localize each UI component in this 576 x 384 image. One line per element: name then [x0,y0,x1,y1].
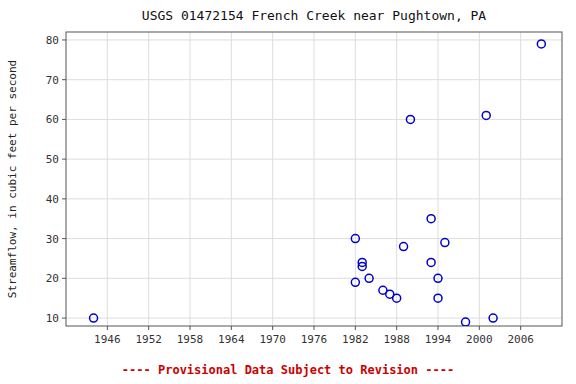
tick-label-x: 1952 [135,333,162,346]
point [427,258,435,266]
tick-label-x: 1946 [94,333,121,346]
tick-label-x: 1958 [177,333,204,346]
point [393,294,401,302]
tick-x [314,326,315,330]
tick-label-x: 1988 [383,333,410,346]
point [351,278,359,286]
grid-line-x [520,32,521,326]
grid [66,32,562,326]
point [434,294,442,302]
axes: 1946 1952 1958 1964 1970 1976 1982 1988 1994 2000… [46,34,534,346]
points [90,40,546,326]
point [400,243,408,251]
tick-y [62,159,66,160]
title: USGS 01472154 French Creek near Pughtown… [142,8,487,23]
tick-x [272,326,273,330]
grid-line-x [355,32,356,326]
tick-label-y: 80 [46,34,59,47]
tick-y [62,39,66,40]
grid-line-x [148,32,149,326]
tick-x [396,326,397,330]
grid-line-x [396,32,397,326]
tick-x [479,326,480,330]
point [537,40,545,48]
point [489,314,497,322]
point [482,111,490,119]
point [427,215,435,223]
grid-line-y [66,278,562,279]
tick-y [62,119,66,120]
tick-label-x: 2006 [507,333,534,346]
plot-frame [66,32,562,326]
footnote: ---- Provisional Data Subject to Revisio… [122,363,454,377]
tick-y [62,198,66,199]
grid-line-y [66,198,562,199]
grid-line-y [66,79,562,80]
point [365,274,373,282]
tick-y [62,79,66,80]
point [406,115,414,123]
tick-label-y: 70 [46,74,59,87]
tick-y [62,278,66,279]
tick-label-x: 1970 [259,333,286,346]
tick-label-y: 20 [46,272,59,285]
grid-line-x [107,32,108,326]
tick-x [520,326,521,330]
grid-line-y [66,159,562,160]
grid-line-x [190,32,191,326]
chart-container: 1946 1952 1958 1964 1970 1976 1982 1988 1994 2000… [0,0,576,384]
grid-line-x [314,32,315,326]
grid-line-y [66,318,562,319]
tick-label-y: 30 [46,233,59,246]
point [434,274,442,282]
chart: 1946 1952 1958 1964 1970 1976 1982 1988 1994 2000… [0,0,576,384]
tick-label-x: 1964 [218,333,245,346]
point [358,258,366,266]
tick-label-y: 60 [46,113,59,126]
tick-x [148,326,149,330]
tick-label-y: 10 [46,312,59,325]
tick-label-x: 1994 [425,333,452,346]
grid-line-y [66,39,562,40]
tick-label-x: 2000 [466,333,493,346]
y-axis-label: Streamflow, in cubic feet per second [6,60,19,298]
tick-y [62,318,66,319]
tick-label-x: 1982 [342,333,369,346]
tick-x [190,326,191,330]
point [351,235,359,243]
tick-x [231,326,232,330]
background [0,0,576,384]
tick-label-y: 50 [46,153,59,166]
tick-label-x: 1976 [301,333,328,346]
grid-line-x [479,32,480,326]
point [90,314,98,322]
tick-x [107,326,108,330]
grid-line-x [272,32,273,326]
point [462,318,470,326]
tick-x [355,326,356,330]
grid-line-x [231,32,232,326]
tick-label-y: 40 [46,193,59,206]
point [441,239,449,247]
tick-y [62,238,66,239]
tick-x [438,326,439,330]
grid-line-y [66,238,562,239]
